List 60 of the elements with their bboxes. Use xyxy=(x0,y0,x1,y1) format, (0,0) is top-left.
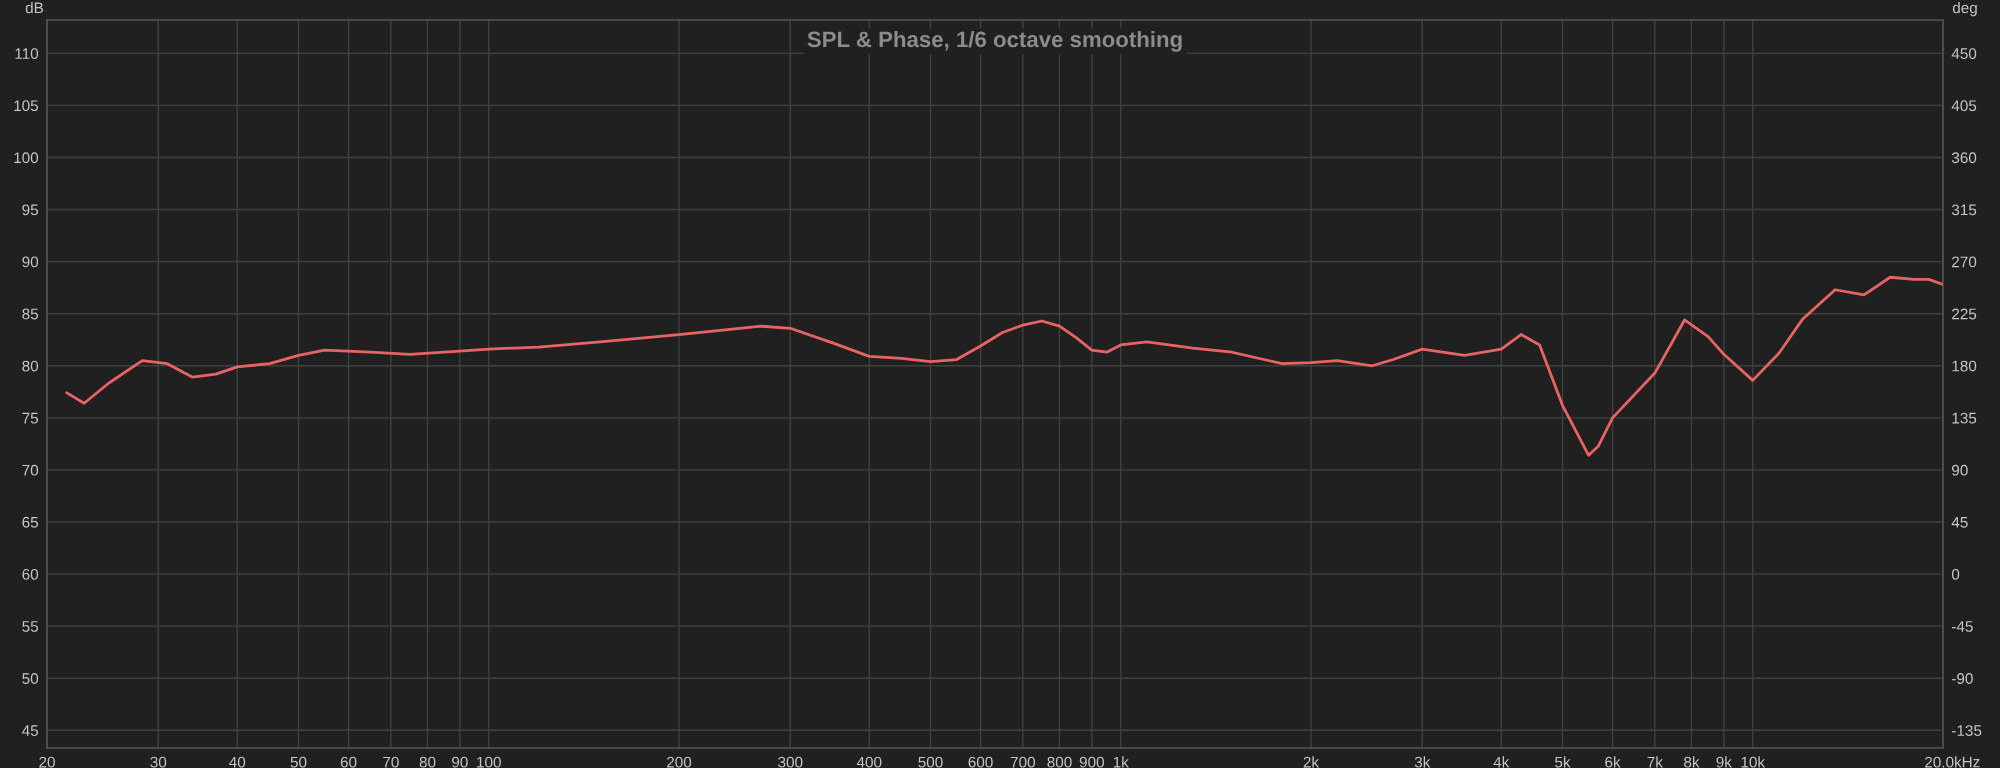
y2-tick-label: 0 xyxy=(1951,568,1960,580)
x-tick-label: 70 xyxy=(383,756,399,768)
y-tick-label: 100 xyxy=(14,152,39,164)
y-tick-label: 90 xyxy=(22,256,39,268)
y-tick-label: 55 xyxy=(22,621,39,632)
y2-tick-label: 180 xyxy=(1952,360,1977,372)
x-tick-label: 40 xyxy=(229,756,246,768)
x-tick-label: 400 xyxy=(856,756,882,768)
y2-tick-label: 360 xyxy=(1951,152,1977,164)
x-tick-label: 800 xyxy=(1047,756,1072,768)
y2-axis-title: deg xyxy=(1952,2,1977,17)
x-tick-label: 10k xyxy=(1741,756,1766,768)
x-tick-label: 80 xyxy=(419,756,436,768)
x-tick-label: 700 xyxy=(1010,756,1035,768)
y-tick-label: 85 xyxy=(22,308,39,320)
y2-tick-label: 405 xyxy=(1951,100,1977,112)
x-tick-label: 20 xyxy=(39,756,55,768)
y2-tick-label: 90 xyxy=(1952,464,1968,476)
x-tick-label: 90 xyxy=(452,756,468,768)
x-tick-label: 900 xyxy=(1079,756,1104,768)
x-tick-label: 7k xyxy=(1647,756,1663,768)
x-tick-label: 20.0k xyxy=(1925,756,1962,768)
x-tick-label: 3k xyxy=(1414,756,1431,768)
x-tick-label: 100 xyxy=(477,756,501,768)
y2-tick-label: 450 xyxy=(1951,48,1977,60)
x-axis-title: Hz xyxy=(1962,756,1980,768)
y-tick-label: 60 xyxy=(22,568,39,580)
y2-tick-label: -90 xyxy=(1952,673,1973,684)
y2-tick-label: 225 xyxy=(1952,308,1977,320)
y-tick-label: 95 xyxy=(22,204,39,216)
x-tick-label: 9k xyxy=(1716,756,1732,768)
y-tick-label: 80 xyxy=(22,360,39,372)
x-tick-label: 2k xyxy=(1303,756,1320,768)
x-tick-label: 5k xyxy=(1555,756,1571,768)
x-tick-label: 600 xyxy=(968,756,993,768)
x-tick-label: 8k xyxy=(1684,756,1700,768)
chart-title: SPL & Phase, 1/6 octave smoothing xyxy=(807,30,1182,52)
y2-tick-label: 135 xyxy=(1952,412,1977,424)
y-tick-label: 50 xyxy=(22,673,39,684)
x-tick-label: 500 xyxy=(918,756,943,768)
y-tick-label: 75 xyxy=(22,412,39,424)
y2-tick-label: 45 xyxy=(1951,517,1968,528)
x-tick-label: 30 xyxy=(150,756,167,768)
y-tick-label: 45 xyxy=(22,725,39,736)
x-tick-label: 300 xyxy=(778,756,803,768)
x-tick-label: 60 xyxy=(340,756,357,768)
y-tick-label: 70 xyxy=(22,464,39,476)
x-tick-label: 1k xyxy=(1113,756,1129,768)
x-tick-label: 6k xyxy=(1605,756,1621,768)
y2-tick-label: -135 xyxy=(1952,725,1982,736)
y-tick-label: 105 xyxy=(14,100,39,112)
y-axis-title: dB xyxy=(25,2,44,14)
x-tick-label: 200 xyxy=(667,756,692,768)
x-tick-label: 50 xyxy=(290,756,307,768)
y-tick-label: 65 xyxy=(22,516,39,528)
y2-tick-label: -45 xyxy=(1952,621,1973,632)
y2-tick-label: 270 xyxy=(1952,256,1977,268)
x-tick-label: 4k xyxy=(1493,756,1510,768)
y-tick-label: 110 xyxy=(15,48,39,60)
y2-tick-label: 315 xyxy=(1951,204,1977,216)
